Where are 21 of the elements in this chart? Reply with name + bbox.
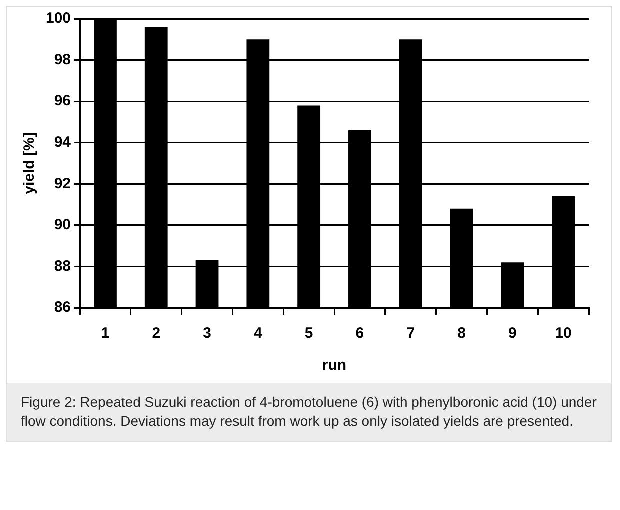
y-axis-title: yield [%] [21, 132, 38, 194]
x-tick-label: 8 [458, 325, 466, 342]
y-tick-label: 94 [54, 134, 72, 151]
y-tick-label: 96 [54, 92, 72, 110]
x-axis-title: run [322, 357, 347, 374]
x-tick-label: 7 [406, 325, 416, 342]
x-tick-label: 10 [555, 325, 572, 342]
caption: Figure 2: Repeated Suzuki reaction of 4-bromotoluene (6) with phenylboronic acid (10) under flow conditions. Deviations may result from work up as only isolated yields are presented. [7, 383, 611, 441]
y-tick-label: 88 [54, 258, 72, 275]
x-tick-label: 2 [152, 325, 161, 342]
x-tick-label: 9 [508, 325, 517, 342]
x-tick-label: 6 [356, 325, 364, 342]
y-tick-label: 92 [54, 175, 72, 192]
x-tick-label: 5 [304, 325, 314, 342]
y-tick-label: 90 [54, 216, 72, 234]
y-tick-label: 98 [54, 51, 72, 68]
x-tick-label: 3 [203, 325, 212, 342]
x-tick-label: 1 [101, 325, 110, 342]
y-tick-label: 100 [46, 10, 72, 28]
y-tick-label: 86 [54, 299, 72, 316]
x-tick-label: 4 [254, 325, 263, 342]
